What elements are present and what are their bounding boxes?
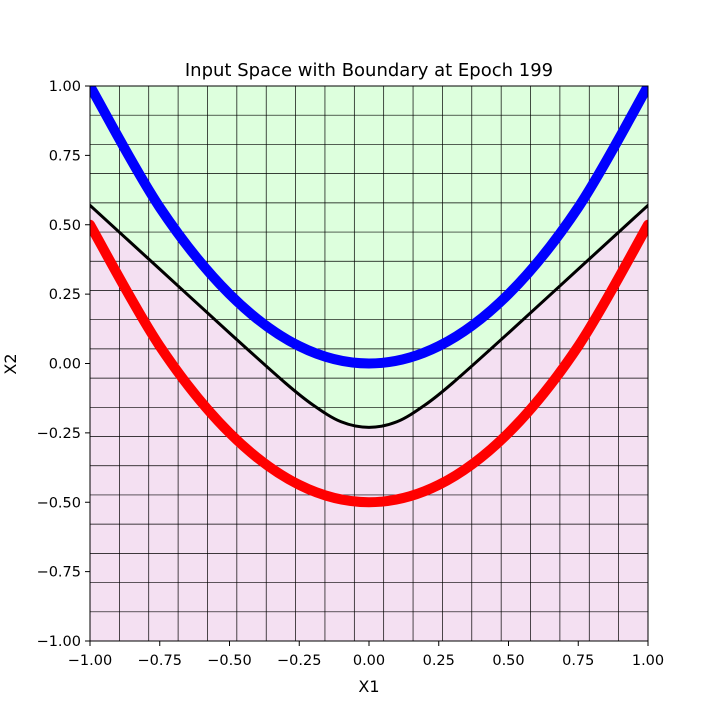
decision-boundary-line bbox=[90, 203, 648, 429]
upper-curve-line bbox=[90, 86, 648, 369]
y-tick-label: −0.50 bbox=[37, 495, 81, 511]
y-tick-label: −0.25 bbox=[37, 426, 81, 442]
x-tick-label: −0.25 bbox=[277, 653, 321, 669]
y-tick-label: −1.00 bbox=[37, 634, 81, 650]
y-tick-label: 0.00 bbox=[49, 357, 81, 373]
x-tick-label: 1.00 bbox=[632, 653, 664, 669]
y-tick-label: 0.50 bbox=[49, 218, 81, 234]
x-tick-label: −1.00 bbox=[68, 653, 112, 669]
classification-regions bbox=[90, 86, 648, 641]
x-tick-label: 0.50 bbox=[492, 653, 524, 669]
x-tick-label: 0.75 bbox=[562, 653, 594, 669]
x-tick-label: 0.00 bbox=[353, 653, 385, 669]
plot-area bbox=[89, 85, 649, 642]
y-tick-label: 0.75 bbox=[49, 148, 81, 164]
x-tick-label: 0.25 bbox=[423, 653, 455, 669]
x-tick-label: −0.75 bbox=[138, 653, 182, 669]
chart-title: Input Space with Boundary at Epoch 199 bbox=[185, 60, 553, 81]
y-axis: −1.00 −0.75 −0.50 −0.25 0.00 0.25 0.50 0.75 1.00 bbox=[37, 79, 90, 650]
y-tick-label: 1.00 bbox=[49, 79, 81, 95]
y-tick-label: 0.25 bbox=[49, 287, 81, 303]
x-axis: −1.00 −0.75 −0.50 −0.25 0.00 0.25 0.50 0.75 1.00 bbox=[68, 641, 664, 669]
y-tick-label: −0.75 bbox=[37, 565, 81, 581]
x-tick-label: −0.50 bbox=[207, 653, 251, 669]
y-axis-label: X2 bbox=[1, 353, 20, 374]
data-series bbox=[90, 86, 648, 508]
region-below-boundary bbox=[90, 205, 648, 641]
x-axis-label: X1 bbox=[358, 677, 379, 696]
lower-curve-line bbox=[90, 219, 648, 508]
